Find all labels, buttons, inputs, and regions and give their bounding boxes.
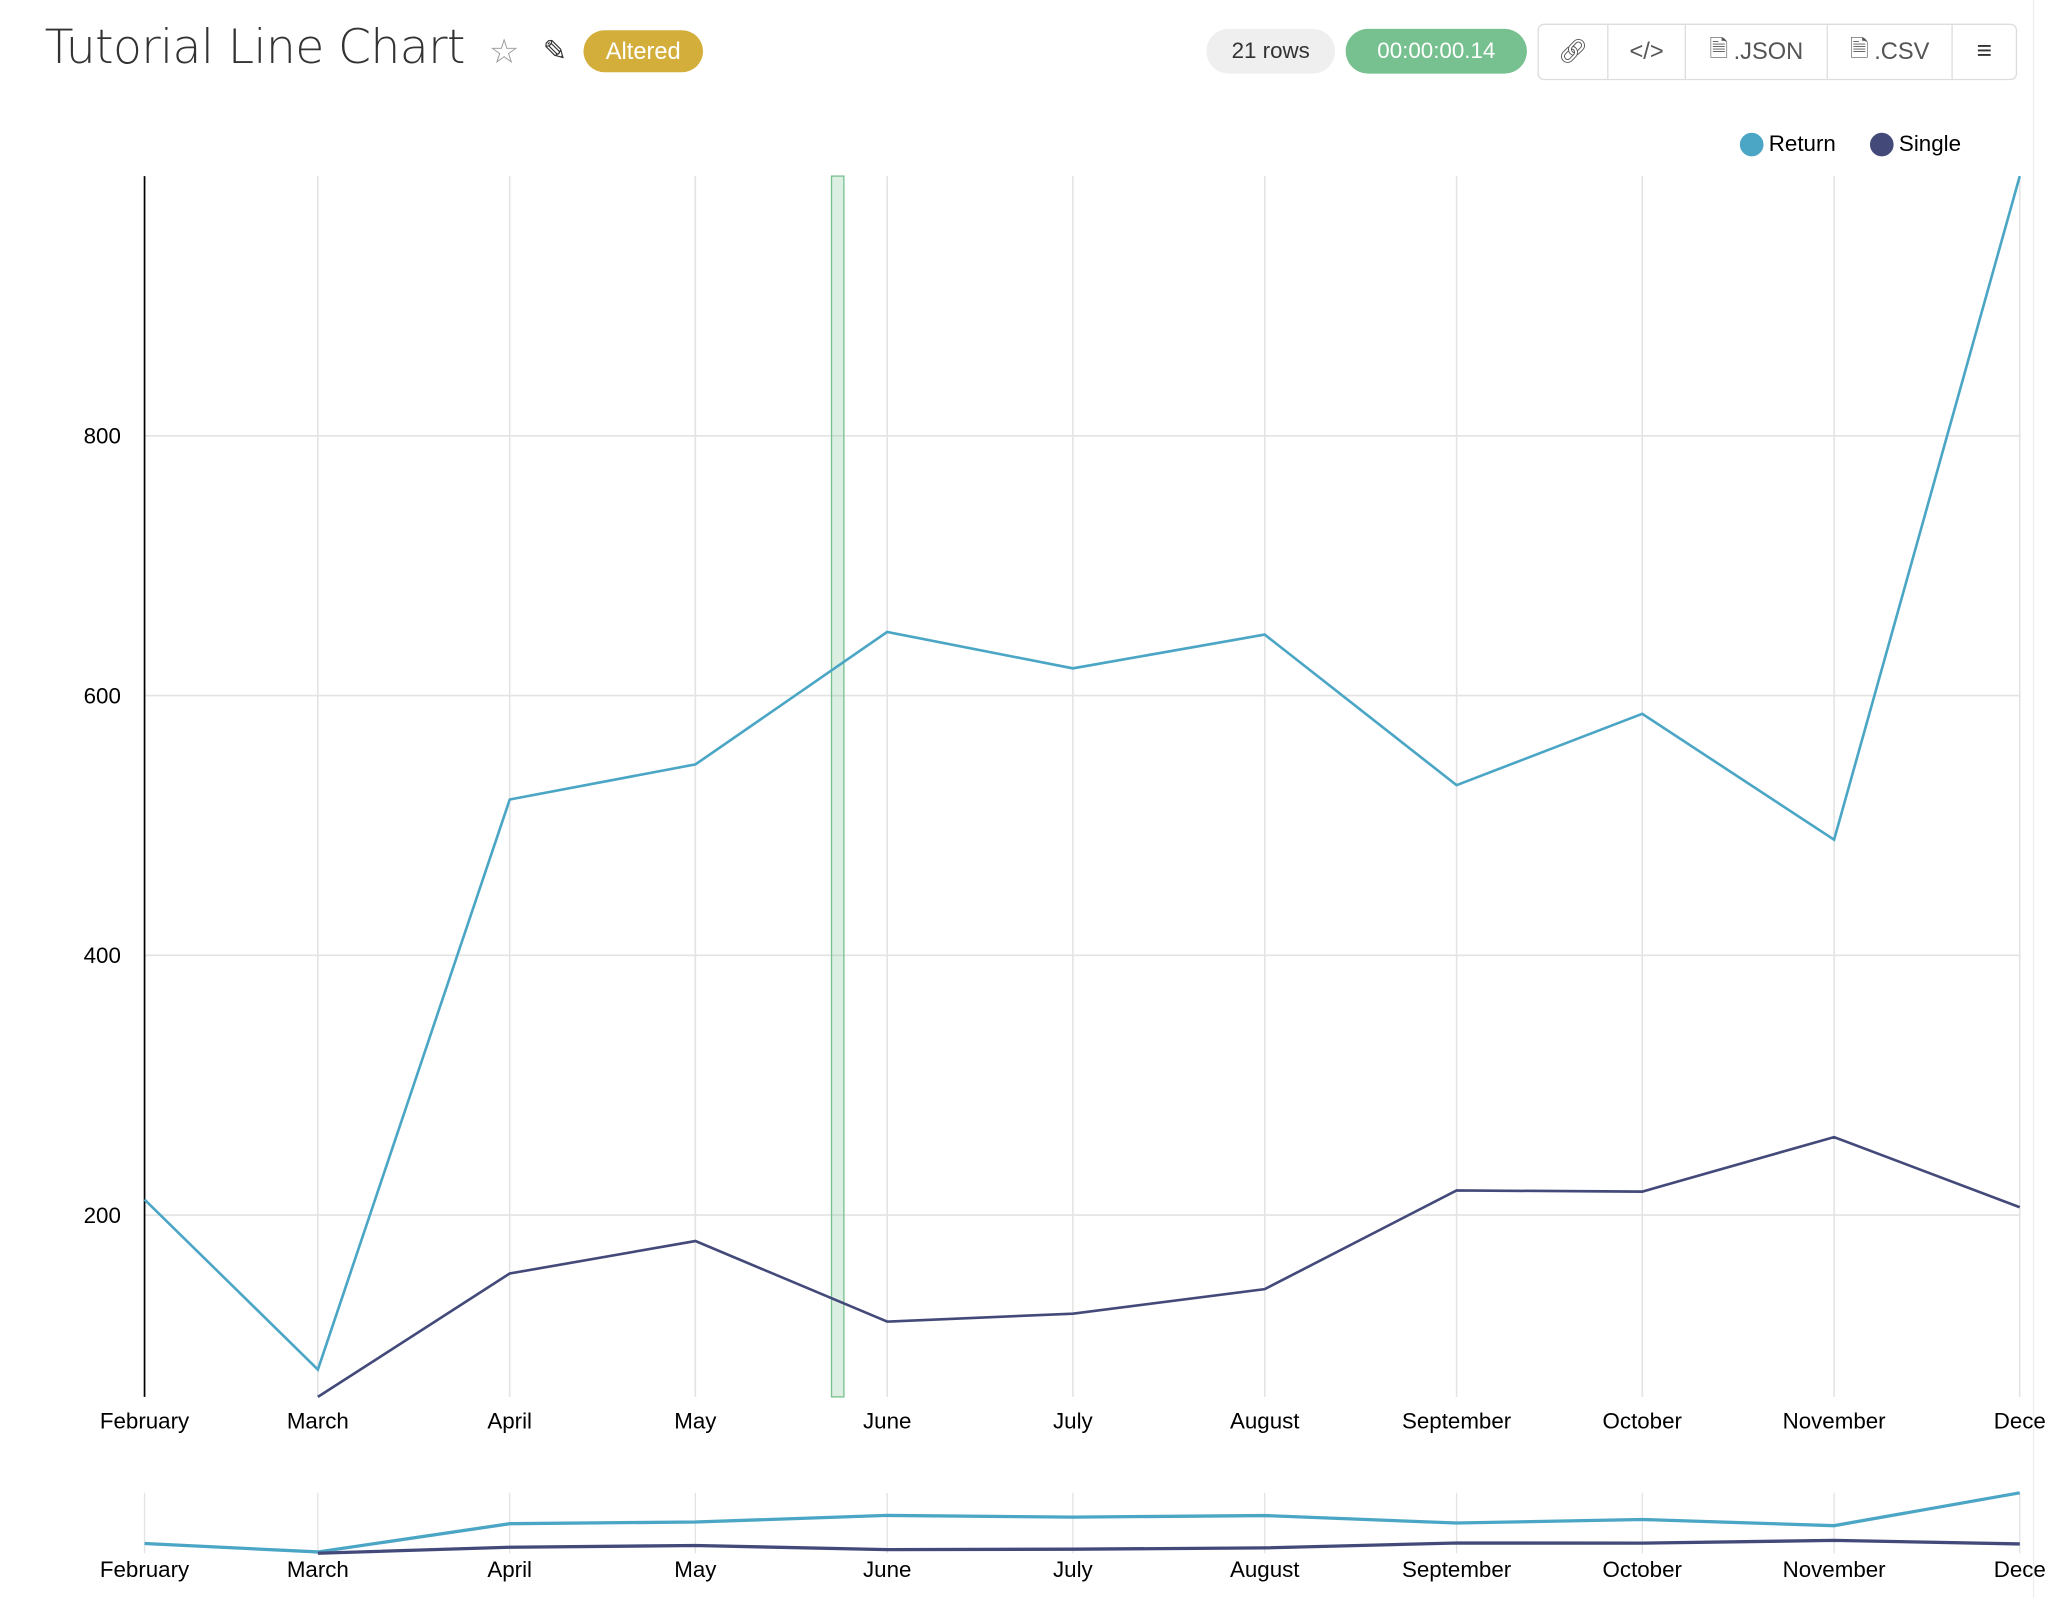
code-icon: </> [1629,38,1664,65]
json-file-icon: 🗎 [1709,34,1729,62]
highlight-band [830,175,845,1398]
data-point-return [1065,660,1081,676]
x-tick-label: November [1783,1408,1887,1433]
legend-label-return: Return [1768,131,1836,157]
data-point-return [1257,627,1273,643]
x-tick-label: March [287,1408,349,1433]
data-point-return [137,1192,153,1208]
data-point-return [879,624,895,640]
data-point-return [1826,832,1842,848]
x-tick-label: April [487,1408,532,1433]
overview-x-tick-label: May [674,1557,717,1582]
series-line-single [317,1135,2021,1398]
x-tick-label: Dece [1994,1408,2046,1433]
menu-button[interactable]: ≡ [1953,25,2016,79]
y-tick-label: 600 [84,683,121,708]
y-tick-label: 800 [84,424,121,449]
x-tick-label: October [1603,1408,1683,1433]
series-line-return [143,175,2022,1372]
panel-border [2032,0,2035,1598]
x-tick-label: July [1053,1408,1094,1433]
overview-x-tick-label: October [1603,1557,1683,1582]
data-point-return [502,792,518,808]
data-point-single [1634,1184,1650,1200]
toolbar: 🔗︎ </> 🗎 .JSON 🗎 .CSV ≡ [1537,23,2018,81]
data-point-single [310,1389,326,1405]
data-point-return [687,757,703,773]
data-point-single [1065,1306,1081,1322]
overview-x-tick-label: February [100,1557,190,1582]
data-point-return [1634,706,1650,722]
data-point-single [879,1314,895,1330]
download-csv-button[interactable]: 🗎 .CSV [1828,24,1953,79]
data-point-return [310,1362,326,1378]
copy-link-button[interactable]: 🔗︎ [1539,24,1609,79]
data-point-single [1449,1183,1465,1199]
data-point-return [2012,168,2028,184]
x-tick-label: June [863,1408,911,1433]
overview-x-tick-label: March [287,1557,349,1582]
data-point-single [2012,1199,2028,1215]
x-tick-label: August [1230,1408,1300,1433]
overview-line-single [317,1538,2020,1555]
y-tick-label: 200 [84,1203,121,1228]
download-json-button[interactable]: 🗎 .JSON [1686,24,1828,79]
data-point-single [502,1266,518,1282]
data-point-return [1449,777,1465,793]
legend-item-return[interactable]: Return [1739,131,1836,157]
elapsed-time-badge: 00:00:00.14 [1345,28,1527,74]
legend-label-single: Single [1898,131,1962,157]
overview-x-tick-label: April [487,1557,532,1582]
link-icon: 🔗︎ [1557,38,1588,65]
json-label: .JSON [1733,38,1804,65]
legend: Return Single [1739,131,1961,157]
embed-code-button[interactable]: </> [1608,24,1686,79]
overview-line-return [144,1491,2021,1554]
y-tick-label: 400 [84,943,121,968]
altered-badge: Altered [583,30,704,73]
overview-x-tick-label: Dece [1994,1557,2046,1582]
overview-x-tick-label: November [1783,1557,1887,1582]
overview-x-tick-label: July [1053,1557,1094,1582]
data-point-single [687,1233,703,1249]
csv-label: .CSV [1874,38,1930,65]
csv-file-icon: 🗎 [1849,34,1869,62]
data-point-single [1257,1281,1273,1297]
overview-x-tick-label: August [1230,1557,1300,1582]
overview-x-tick-label: June [863,1557,911,1582]
overview-x-tick-label: September [1402,1557,1512,1582]
legend-item-single[interactable]: Single [1870,131,1961,157]
page-title: Tutorial Line Chart [44,21,466,75]
legend-dot-return [1739,132,1764,157]
x-tick-label: September [1402,1408,1512,1433]
menu-icon: ≡ [1976,36,1992,66]
legend-dot-single [1870,132,1894,157]
data-point-single [1826,1129,1842,1145]
row-count-badge: 21 rows [1206,28,1336,74]
edit-icon[interactable]: ✎ [542,34,567,68]
x-tick-label: February [100,1408,190,1433]
x-tick-label: May [674,1408,717,1433]
star-icon[interactable]: ☆ [488,31,520,71]
